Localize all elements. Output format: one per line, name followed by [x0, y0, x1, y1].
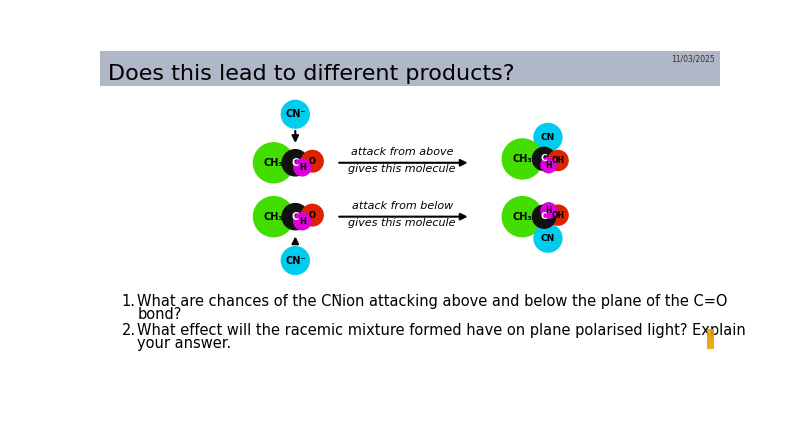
FancyBboxPatch shape [100, 51, 720, 86]
Circle shape [548, 205, 568, 225]
Text: gives this molecule: gives this molecule [349, 218, 456, 228]
Text: CH₃: CH₃ [513, 154, 532, 164]
Text: O: O [309, 210, 316, 220]
Text: C: C [292, 212, 299, 222]
Text: 2.: 2. [122, 323, 136, 338]
Text: H: H [299, 163, 306, 172]
Text: What are chances of the CN: What are chances of the CN [138, 294, 342, 309]
Text: CH₃: CH₃ [264, 158, 283, 168]
Circle shape [533, 147, 556, 170]
Text: 1.: 1. [122, 294, 136, 309]
Text: O: O [309, 157, 316, 166]
Circle shape [282, 204, 309, 230]
Text: Does this lead to different products?: Does this lead to different products? [108, 64, 514, 84]
Text: ⁻: ⁻ [334, 293, 340, 303]
Text: C: C [541, 212, 547, 221]
Circle shape [502, 139, 542, 179]
Text: gives this molecule: gives this molecule [349, 164, 456, 174]
Text: H: H [299, 217, 306, 226]
FancyBboxPatch shape [707, 329, 714, 349]
Circle shape [282, 247, 310, 274]
Circle shape [541, 203, 557, 218]
Text: CN: CN [541, 133, 555, 142]
Circle shape [282, 101, 310, 128]
Text: H: H [546, 161, 552, 170]
Text: CN: CN [541, 234, 555, 243]
Circle shape [294, 213, 310, 230]
Text: CN⁻: CN⁻ [285, 109, 306, 119]
Circle shape [294, 159, 310, 176]
Circle shape [302, 150, 323, 172]
Text: attack from above: attack from above [351, 147, 454, 157]
Circle shape [254, 143, 294, 183]
Circle shape [541, 157, 557, 173]
Text: OH: OH [551, 210, 565, 220]
Circle shape [282, 150, 309, 176]
Text: C: C [541, 154, 547, 164]
Circle shape [533, 205, 556, 228]
Text: ion attacking above and below the plane of the C=O: ion attacking above and below the plane … [342, 294, 727, 309]
Circle shape [302, 204, 323, 226]
Text: CH₃: CH₃ [264, 212, 283, 222]
Text: 11/03/2025: 11/03/2025 [672, 55, 715, 64]
Text: C: C [292, 158, 299, 168]
Text: CH₃: CH₃ [513, 212, 532, 222]
Text: bond?: bond? [138, 307, 182, 322]
Circle shape [254, 197, 294, 237]
Text: What effect will the racemic mixture formed have on plane polarised light? Expla: What effect will the racemic mixture for… [138, 323, 746, 338]
Circle shape [534, 124, 562, 151]
Circle shape [534, 225, 562, 252]
Text: H: H [546, 206, 552, 215]
Text: attack from below: attack from below [352, 201, 453, 211]
Circle shape [548, 150, 568, 170]
Text: your answer.: your answer. [138, 336, 231, 351]
Circle shape [502, 197, 542, 237]
Text: OH: OH [551, 156, 565, 165]
Text: CN⁻: CN⁻ [285, 256, 306, 265]
